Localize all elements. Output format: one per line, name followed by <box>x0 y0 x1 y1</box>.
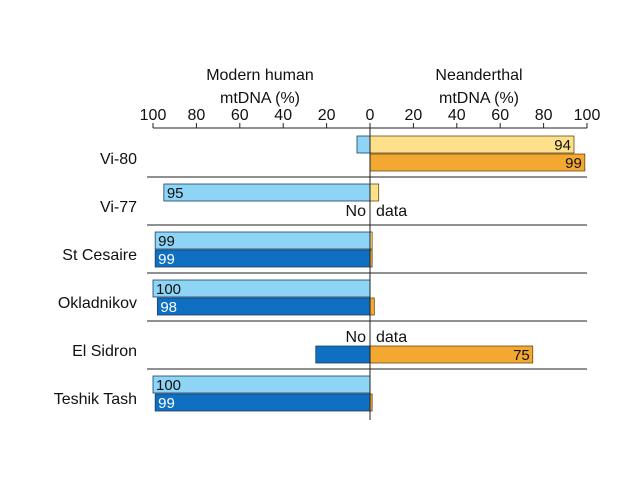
left-axis-title-line-1: Modern human <box>206 67 314 84</box>
right-tick-label: 20 <box>405 107 423 124</box>
right-tick-label: 0 <box>366 107 375 124</box>
site-label: St Cesaire <box>62 247 137 264</box>
modern-human-bar <box>154 249 371 268</box>
left-tick-label: 80 <box>188 107 206 124</box>
right-tick-label: 60 <box>491 107 509 124</box>
neanderthal-value: 75 <box>513 347 530 364</box>
left-axis-title-line-2: mtDNA (%) <box>220 90 300 107</box>
no-data-label: data <box>376 329 407 346</box>
site-label: Teshik Tash <box>54 391 137 408</box>
modern-human-bar <box>156 297 371 316</box>
modern-human-value: 99 <box>158 395 175 412</box>
modern-human-value: 100 <box>156 281 181 298</box>
modern-human-value: 100 <box>156 377 181 394</box>
modern-human-bar <box>356 135 371 154</box>
modern-human-bar <box>315 345 371 364</box>
neanderthal-bar <box>369 183 380 202</box>
no-data-label: No <box>346 203 367 220</box>
right-tick-label: 40 <box>448 107 466 124</box>
site-group-vi-77: Vi-77 95 No data <box>100 176 587 220</box>
right-tick-label: 100 <box>574 107 601 124</box>
right-tick-label: 80 <box>535 107 553 124</box>
left-tick-label: 100 <box>140 107 167 124</box>
axis-titles: Modern human mtDNA (%) Neanderthal mtDNA… <box>206 67 522 107</box>
site-group-el-sidron: El Sidron No data 75 <box>72 320 587 364</box>
site-label: Vi-80 <box>100 151 137 168</box>
modern-human-bar <box>152 375 371 394</box>
modern-human-bar <box>163 183 371 202</box>
modern-human-value: 99 <box>158 251 175 268</box>
neanderthal-bar <box>369 135 575 154</box>
left-tick-label: 20 <box>318 107 336 124</box>
top-axis: 100 80 60 40 20 0 20 40 60 80 100 <box>140 107 601 129</box>
site-label: Okladnikov <box>58 295 137 312</box>
site-label: Vi-77 <box>100 199 137 216</box>
modern-human-bar <box>152 279 371 298</box>
modern-human-value: 99 <box>158 233 175 250</box>
neanderthal-bar <box>369 297 375 316</box>
right-axis-title-line-1: Neanderthal <box>435 67 522 84</box>
neanderthal-bar <box>369 345 534 364</box>
neanderthal-value: 94 <box>554 137 571 154</box>
neanderthal-value: 99 <box>565 155 582 172</box>
no-data-label: No <box>346 329 367 346</box>
site-label: El Sidron <box>72 343 137 360</box>
modern-human-value: 98 <box>160 299 177 316</box>
modern-human-value: 95 <box>167 185 184 202</box>
no-data-label: data <box>376 203 407 220</box>
modern-human-bar <box>154 231 371 250</box>
left-tick-label: 60 <box>231 107 249 124</box>
modern-human-bar <box>154 393 371 412</box>
neanderthal-bar <box>369 153 586 172</box>
right-axis-title-line-2: mtDNA (%) <box>439 90 519 107</box>
left-tick-label: 40 <box>274 107 292 124</box>
